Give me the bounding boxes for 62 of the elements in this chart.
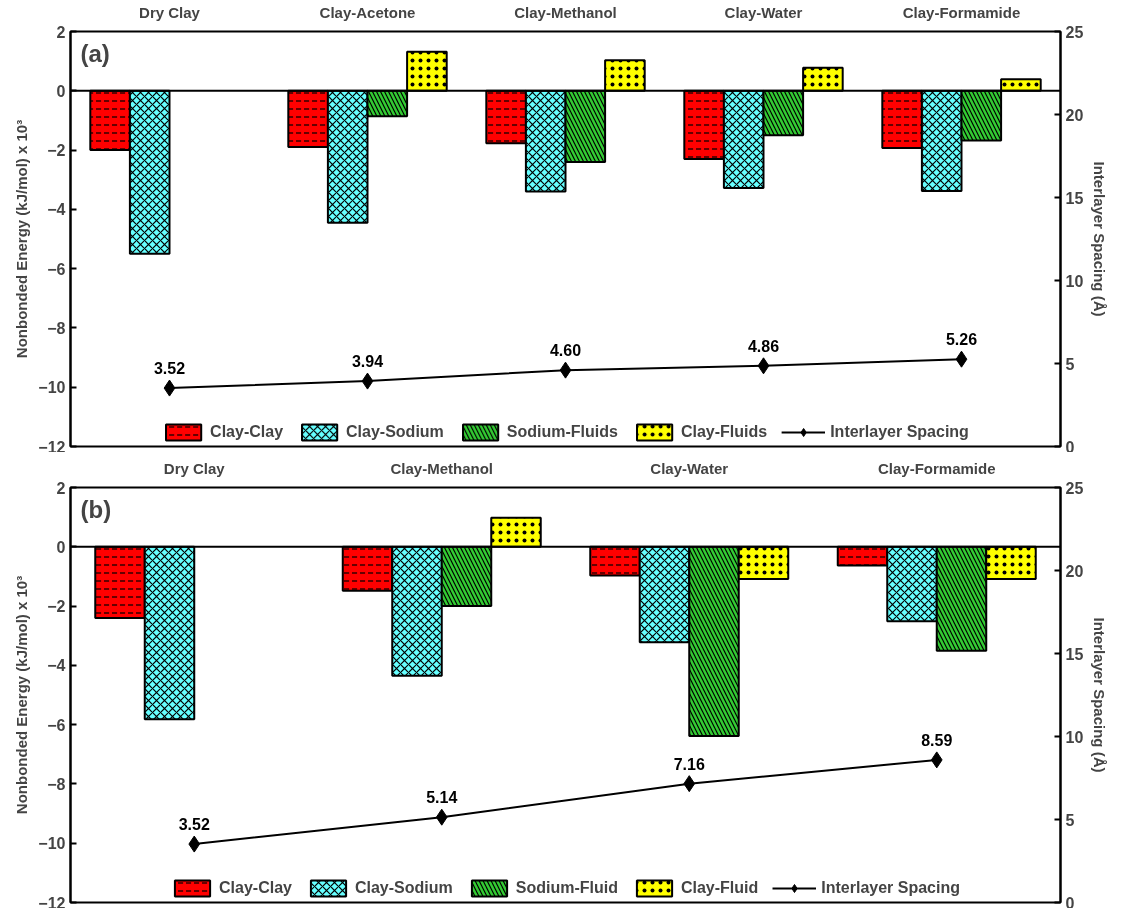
legend-label: Clay-Clay [210,423,284,441]
y-tick-label: −4 [47,201,66,219]
data-label: 3.94 [351,353,384,371]
y-tick-label: 2 [56,479,66,497]
data-label: 4.60 [549,342,582,360]
x-tick-label: Clay-Water [724,3,803,21]
x-tick-label: Clay-Formamide [902,3,1021,21]
y2-tick-label: 15 [1065,645,1084,663]
data-label: 3.52 [153,360,186,378]
y-tick-label: −8 [47,319,66,337]
y-tick-label: −10 [38,379,66,397]
legend-label: Interlayer Spacing [830,423,969,441]
y-tick-label: 0 [56,538,66,556]
y-axis-title: Nonbonded Energy (kJ/mol) x 10³ [13,575,31,815]
legend-label: Interlayer Spacing [821,879,960,897]
x-tick-label: Clay-Acetone [319,3,416,21]
data-label: 5.14 [426,789,458,807]
y2-tick-label: 20 [1065,562,1084,580]
y2-axis-title: Interlayer Spacing (Å) [1091,161,1109,317]
y2-tick-label: 20 [1065,106,1084,124]
x-tick-label: Clay-Methanol [514,3,617,21]
y-tick-label: −2 [47,142,66,160]
data-label: 5.26 [945,331,978,349]
legend-label: Sodium-Fluid [515,879,618,897]
y2-tick-label: 0 [1065,894,1075,912]
y2-axis-title: Interlayer Spacing (Å) [1091,617,1109,773]
x-tick-label: Clay-Methanol [390,459,494,477]
y-tick-label: −6 [47,260,66,278]
y-tick-label: −8 [47,775,66,793]
y2-tick-label: 15 [1065,189,1084,207]
y-tick-label: −10 [38,835,66,853]
legend-label: Clay-Sodium [346,423,444,441]
y2-tick-label: 25 [1065,479,1084,497]
y-tick-label: 2 [56,23,66,41]
y2-tick-label: 0 [1065,438,1075,456]
y-tick-label: −12 [38,894,66,912]
y-tick-label: −2 [47,598,66,616]
x-tick-label: Dry Clay [139,3,201,21]
data-label: 8.59 [921,731,953,749]
annotation: (b) [80,495,112,523]
y2-tick-label: 10 [1065,728,1084,746]
y2-tick-label: 5 [1065,811,1075,829]
x-tick-label: Dry Clay [163,459,226,477]
legend-label: Clay-Fluid [680,879,759,897]
y-axis-title: Nonbonded Energy (kJ/mol) x 10³ [13,119,31,359]
y-tick-label: −6 [47,716,66,734]
y2-tick-label: 10 [1065,272,1084,290]
data-label: 3.52 [178,816,210,834]
y-tick-label: 0 [56,82,66,100]
legend-label: Clay-Clay [219,879,292,897]
y-tick-label: −4 [47,657,66,675]
annotation: (a) [80,39,110,67]
y2-tick-label: 25 [1065,23,1084,41]
data-label: 7.16 [673,755,705,773]
x-tick-label: Clay-Water [650,459,729,477]
x-tick-label: Clay-Formamide [877,459,996,477]
data-label: 4.86 [747,337,780,355]
y2-tick-label: 5 [1065,355,1075,373]
y-tick-label: −12 [38,438,66,456]
legend-label: Clay-Sodium [354,879,453,897]
legend-label: Clay-Fluids [680,423,768,441]
legend-label: Sodium-Fluids [506,423,618,441]
